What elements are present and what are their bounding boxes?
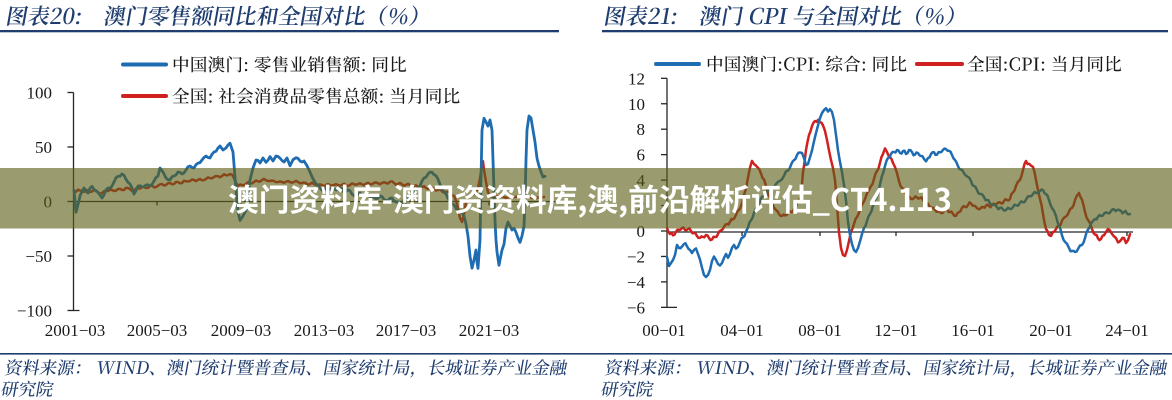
svg-text:−50: −50 — [25, 247, 52, 266]
svg-text:00−01: 00−01 — [642, 321, 686, 340]
svg-text:2017−03: 2017−03 — [376, 321, 437, 340]
svg-text:12: 12 — [628, 69, 645, 88]
svg-text:0: 0 — [637, 222, 646, 241]
svg-text:2009−03: 2009−03 — [211, 321, 272, 340]
svg-text:100: 100 — [27, 84, 53, 103]
svg-text:16−01: 16−01 — [951, 321, 995, 340]
svg-text:12−01: 12−01 — [874, 321, 918, 340]
svg-text:6: 6 — [637, 146, 646, 165]
svg-text:20−01: 20−01 — [1029, 321, 1073, 340]
svg-text:8: 8 — [637, 120, 646, 139]
svg-text:50: 50 — [35, 138, 52, 157]
svg-text:2005−03: 2005−03 — [127, 321, 188, 340]
svg-text:−2: −2 — [627, 247, 645, 266]
svg-text:2021−03: 2021−03 — [459, 321, 520, 340]
svg-text:−4: −4 — [627, 273, 646, 292]
svg-text:10: 10 — [628, 95, 645, 114]
svg-text:−6: −6 — [627, 298, 645, 317]
svg-text:−100: −100 — [17, 302, 52, 321]
svg-text:08−01: 08−01 — [798, 321, 842, 340]
svg-text:2001−03: 2001−03 — [45, 321, 106, 340]
svg-text:04−01: 04−01 — [720, 321, 764, 340]
svg-text:2013−03: 2013−03 — [294, 321, 355, 340]
svg-text:24−01: 24−01 — [1105, 321, 1149, 340]
